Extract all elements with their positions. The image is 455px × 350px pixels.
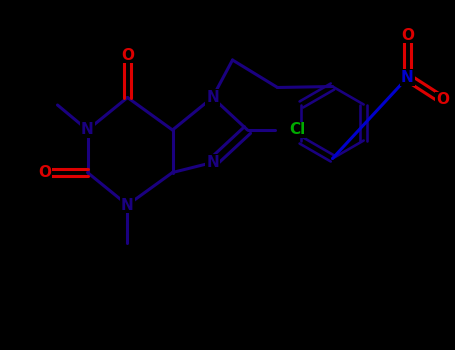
Text: O: O: [401, 28, 414, 42]
Text: N: N: [206, 155, 219, 170]
Text: N: N: [401, 70, 414, 85]
Text: O: O: [39, 165, 51, 180]
Text: N: N: [121, 197, 134, 212]
Text: Cl: Cl: [289, 122, 306, 138]
Text: N: N: [206, 90, 219, 105]
Text: N: N: [81, 122, 94, 138]
Text: O: O: [121, 48, 134, 63]
Text: O: O: [436, 92, 449, 107]
